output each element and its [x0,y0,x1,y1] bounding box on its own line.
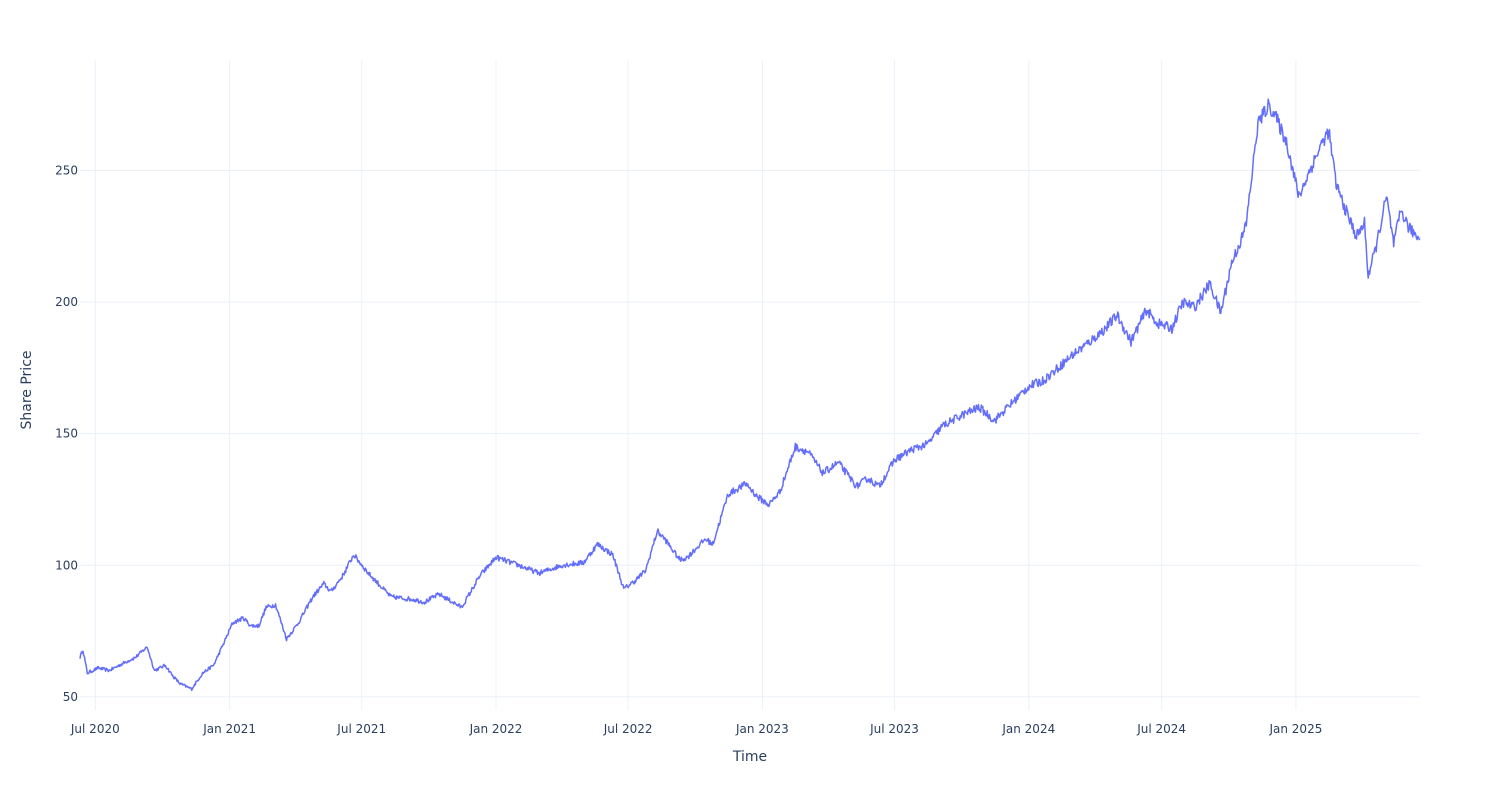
x-tick-label: Jan 2025 [1268,722,1322,736]
x-tick-label: Jul 2024 [1136,722,1186,736]
y-tick-label: 100 [55,558,78,572]
x-tick-label: Jan 2023 [735,722,789,736]
x-tick-label: Jul 2022 [603,722,653,736]
y-tick-label: 250 [55,164,78,178]
x-tick-label: Jul 2020 [70,722,120,736]
x-tick-label: Jul 2023 [869,722,919,736]
gridlines [80,60,1420,710]
y-tick-label: 200 [55,295,78,309]
x-tick-label: Jan 2022 [469,722,523,736]
y-tick-labels: 50 100 150 200 250 [55,164,78,704]
y-tick-label: 50 [63,690,78,704]
y-axis-title: Share Price [19,350,35,429]
x-tick-label: Jan 2021 [202,722,256,736]
x-tick-label: Jan 2024 [1001,722,1055,736]
y-tick-label: 150 [55,427,78,441]
plot-area [79,98,1421,692]
x-tick-labels: Jul 2020 Jan 2021 Jul 2021 Jan 2022 Jul 2022… [70,722,1322,736]
x-tick-label: Jul 2021 [336,722,386,736]
x-axis-title: Time [732,749,767,765]
price-series-line [79,98,1421,692]
